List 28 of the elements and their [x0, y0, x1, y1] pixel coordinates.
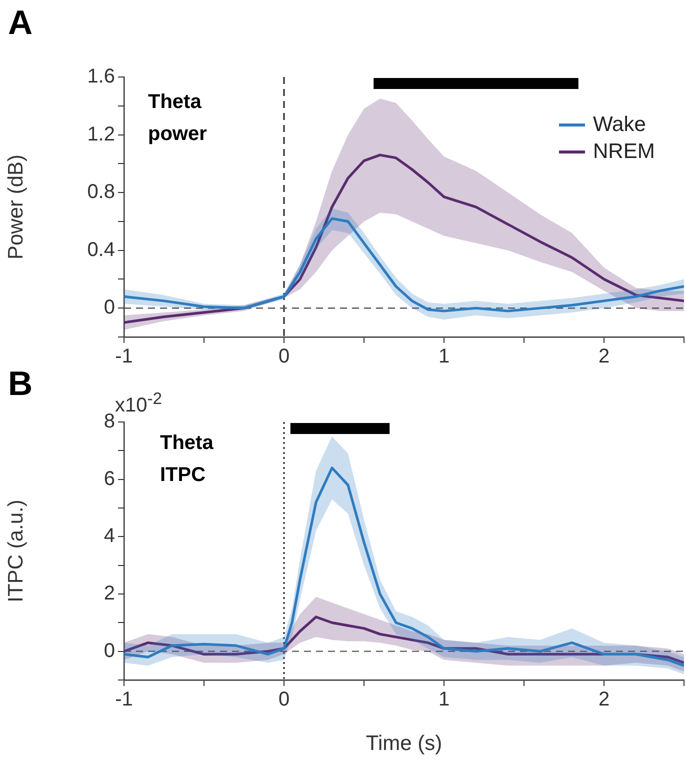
x-tick-label: 2: [598, 688, 610, 711]
legend-label: NREM: [593, 140, 655, 163]
y-tick-label: 0: [104, 640, 115, 662]
x-tick-label: 1: [438, 346, 450, 368]
x-tick-label: 1: [438, 688, 450, 711]
annotation: Theta ITPC: [160, 431, 214, 488]
x-tick-label: -1: [115, 688, 133, 711]
y-axis-title: Power (dB): [4, 154, 28, 260]
x-tick-label: -1: [115, 346, 133, 368]
y-tick-label: 6: [104, 468, 115, 490]
x-tick-label: 0: [278, 688, 290, 711]
x-axis-title: Time (s): [366, 732, 442, 756]
text: x10$^{-2}$: [115, 389, 162, 418]
x-tick-label: 0: [278, 346, 290, 368]
text: B: [8, 365, 33, 404]
y-tick-label: 4: [104, 525, 115, 548]
y-tick-label: 0: [104, 296, 115, 319]
legend-label: Wake: [593, 112, 646, 136]
x-tick-label: 2: [598, 346, 610, 368]
y-axis-title: ITPC (a.u.): [4, 500, 28, 602]
y-tick-label: 2: [104, 582, 115, 605]
y-tick-label: 8: [104, 410, 115, 433]
text: A: [8, 4, 33, 43]
y-tick-label: 0.4: [87, 238, 115, 261]
y-tick-label: 0.8: [87, 181, 115, 204]
y-tick-label: 1.2: [87, 123, 115, 146]
annotation: Theta power: [148, 90, 208, 147]
y-tick-label: 1.6: [87, 66, 115, 88]
